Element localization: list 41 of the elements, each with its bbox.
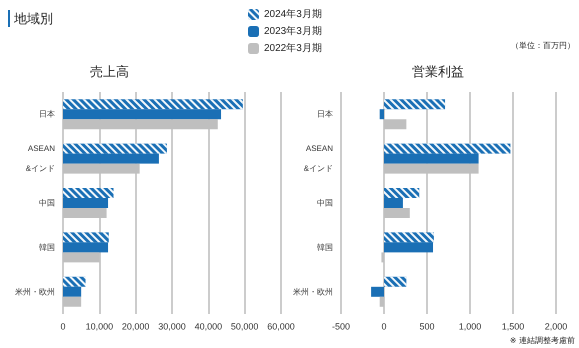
- x-tick-label: 20,000: [122, 322, 150, 332]
- y-tick-label: 日本: [39, 110, 55, 119]
- x-tick-label: 40,000: [194, 322, 222, 332]
- y-tick-label: 日本: [317, 110, 333, 119]
- bar: [384, 242, 434, 252]
- y-tick-label: 米州・欧州: [15, 287, 55, 296]
- bar: [63, 198, 108, 208]
- bar: [384, 154, 479, 164]
- text: ※ 連結調整考慮前: [510, 335, 575, 346]
- x-tick-label: 0: [381, 322, 387, 332]
- bar: [63, 242, 108, 252]
- x-tick-label: 0: [60, 322, 66, 332]
- legend-label: 2024年3月期: [264, 8, 322, 20]
- x-tick-label: 1,000: [458, 322, 482, 332]
- x-tick-label: 2,000: [544, 322, 568, 332]
- x-tick-label: 60,000: [267, 322, 295, 332]
- legend-label: 2022年3月期: [264, 42, 322, 54]
- bar: [380, 109, 384, 120]
- category-label: ASEAN &インド: [304, 144, 333, 174]
- y-tick-label: 中国: [317, 198, 333, 208]
- bar: [63, 286, 82, 297]
- text: 地域別: [14, 11, 53, 28]
- y-tick-label: 韓国: [317, 242, 333, 252]
- y-tick-label: 中国: [39, 198, 55, 208]
- legend-label: 2023年3月期: [264, 25, 322, 37]
- chart-title: 売上高: [90, 64, 129, 79]
- x-tick-label: 30,000: [158, 322, 186, 332]
- x-tick-label: 10,000: [86, 322, 114, 332]
- bar: [371, 286, 384, 297]
- x-tick-label: 1,500: [502, 322, 524, 332]
- x-tick-label: 50,000: [230, 322, 258, 332]
- y-tick-label: 米州・欧州: [293, 287, 333, 296]
- text: （単位：百万円）: [511, 40, 575, 51]
- category-label: ASEAN &インド: [26, 144, 55, 174]
- chart-title: 営業利益: [412, 64, 464, 79]
- bar: [63, 154, 159, 164]
- x-tick-label: -500: [332, 322, 350, 332]
- bar: [63, 109, 222, 120]
- bar: [384, 198, 403, 208]
- y-tick-label: 韓国: [39, 242, 55, 252]
- x-tick-label: 500: [419, 322, 435, 332]
